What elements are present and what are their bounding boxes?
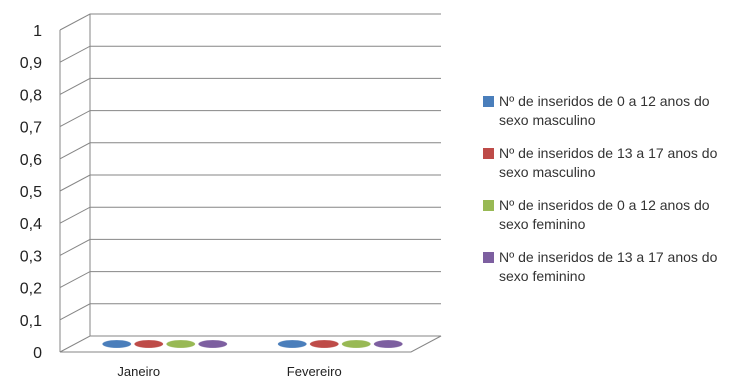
y-tick-label: 0,9 [20, 55, 42, 72]
legend-item: Nº de inseridos de 13 a 17 anos do sexo … [483, 248, 723, 286]
y-tick-label: 0 [33, 345, 42, 362]
x-tick-label: Janeiro [117, 364, 160, 379]
x-tick-label: Fevereiro [287, 364, 342, 379]
legend-swatch [483, 148, 494, 159]
y-axis-ticks: 0 0,1 0,2 0,3 0,4 0,5 0,6 0,7 0,8 0,9 1 [20, 23, 42, 362]
legend-label: Nº de inseridos de 0 a 12 anos do sexo m… [499, 93, 710, 128]
y-tick-label: 0,5 [20, 184, 42, 201]
legend-item: Nº de inseridos de 0 a 12 anos do sexo f… [483, 196, 723, 234]
bar-top [133, 339, 164, 349]
legend-swatch [483, 252, 494, 263]
legend: Nº de inseridos de 0 a 12 anos do sexo m… [483, 92, 723, 300]
gridline [59, 45, 441, 63]
bar-top [277, 339, 308, 349]
axes [59, 14, 442, 353]
y-tick-label: 0,8 [20, 87, 42, 104]
legend-label: Nº de inseridos de 0 a 12 anos do sexo f… [499, 197, 710, 232]
bar-top [165, 339, 196, 349]
bar-top [341, 339, 372, 349]
y-tick-label: 0,7 [20, 120, 42, 137]
y-tick-label: 0,3 [20, 248, 42, 265]
gridline [59, 303, 441, 321]
gridline [59, 238, 441, 256]
gridline [59, 271, 441, 289]
gridline [59, 110, 441, 128]
legend-item: Nº de inseridos de 13 a 17 anos do sexo … [483, 144, 723, 182]
y-tick-label: 0,2 [20, 281, 42, 298]
bar-top [309, 339, 340, 349]
y-tick-label: 1 [33, 23, 42, 40]
legend-swatch [483, 96, 494, 107]
y-tick-label: 0,1 [20, 313, 42, 330]
bar-top [101, 339, 132, 349]
legend-label: Nº de inseridos de 13 a 17 anos do sexo … [499, 249, 718, 284]
x-axis-ticks: Janeiro Fevereiro [117, 364, 341, 379]
legend-item: Nº de inseridos de 0 a 12 anos do sexo m… [483, 92, 723, 130]
bars [101, 339, 404, 349]
gridlines [59, 13, 441, 321]
gridline [59, 77, 441, 95]
gridline [59, 206, 441, 224]
bar-top [197, 339, 228, 349]
floor [59, 335, 442, 353]
legend-swatch [483, 200, 494, 211]
y-tick-label: 0,6 [20, 152, 42, 169]
y-tick-label: 0,4 [20, 216, 42, 233]
bar-top [373, 339, 404, 349]
gridline [59, 13, 441, 31]
gridline [59, 142, 441, 160]
gridline [59, 174, 441, 192]
legend-label: Nº de inseridos de 13 a 17 anos do sexo … [499, 145, 718, 180]
